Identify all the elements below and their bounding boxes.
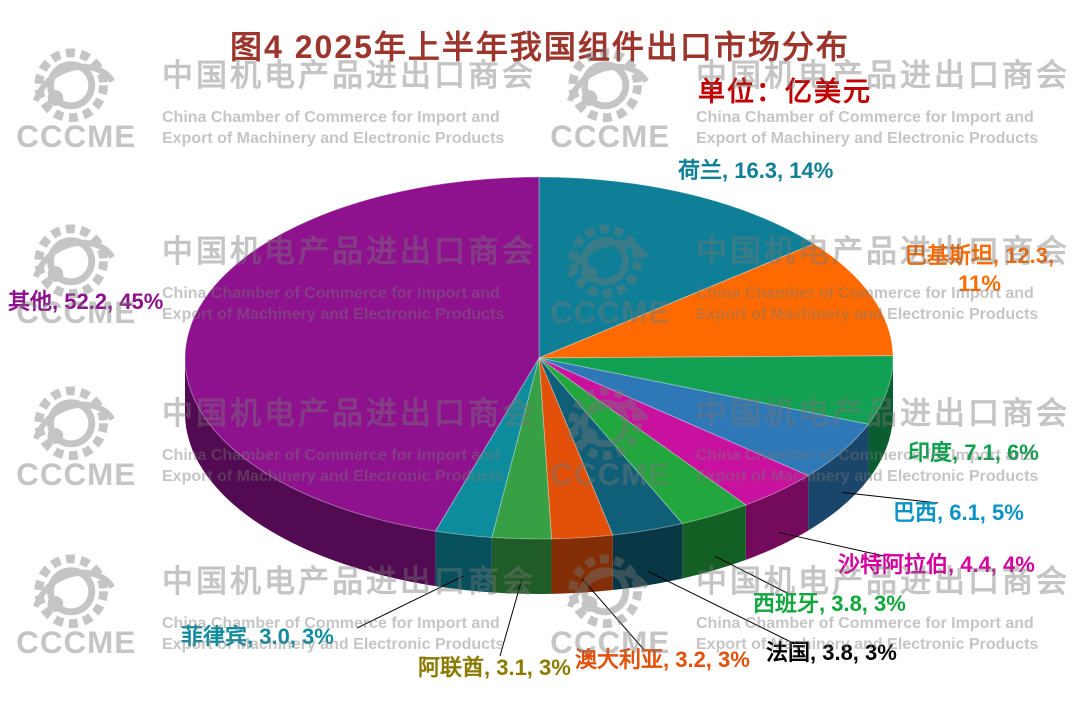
pie-slice-side-其他 bbox=[185, 358, 436, 587]
leader-line-菲律宾 bbox=[356, 575, 464, 629]
pie-slice-side-印度 bbox=[868, 358, 893, 480]
pie-slice-澳大利亚 bbox=[538, 357, 614, 540]
unit-label: 单位：亿美元 bbox=[698, 77, 872, 107]
pie-slice-side-法国 bbox=[612, 523, 683, 591]
leader-line-沙特阿拉伯 bbox=[778, 531, 885, 557]
pie-slice-阿联酋 bbox=[491, 357, 553, 540]
pie-slice-side-巴西 bbox=[808, 424, 869, 531]
pie-slice-其他 bbox=[184, 176, 540, 532]
pie-slice-side-阿联酋 bbox=[491, 537, 552, 594]
pie-slice-side-西班牙 bbox=[682, 504, 746, 579]
pie-slice-巴西 bbox=[538, 357, 870, 477]
figure-title: 图4 2025年上半年我国组件出口市场分布 bbox=[230, 29, 850, 65]
leader-line-西班牙 bbox=[714, 555, 790, 595]
pie-slice-巴基斯坦 bbox=[538, 243, 894, 359]
leader-line-阿联酋 bbox=[499, 579, 523, 657]
pie-slice-菲律宾 bbox=[434, 357, 540, 538]
pie-slice-沙特阿拉伯 bbox=[538, 357, 810, 506]
pie-slice-side-菲律宾 bbox=[435, 531, 492, 593]
pie-slice-印度 bbox=[538, 355, 894, 425]
leader-line-澳大利亚 bbox=[581, 578, 646, 652]
leader-line-法国 bbox=[647, 570, 794, 644]
pie-slice-西班牙 bbox=[538, 357, 747, 525]
pie-slice-法国 bbox=[538, 357, 684, 536]
leader-line-巴西 bbox=[842, 491, 939, 504]
pie-slice-side-澳大利亚 bbox=[551, 535, 613, 594]
pie-slice-side-沙特阿拉伯 bbox=[745, 475, 809, 560]
pie-slice-荷兰 bbox=[538, 176, 815, 359]
